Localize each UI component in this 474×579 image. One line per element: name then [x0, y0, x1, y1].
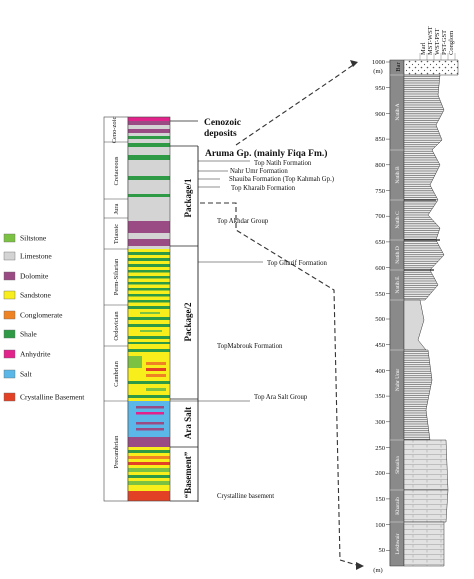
shale-swatch [3, 329, 16, 339]
ara-salt-label: Ara Salt [183, 407, 193, 439]
salt-swatch [3, 369, 16, 379]
header-conglom: Conglom [448, 31, 455, 55]
depth-tick: 100 [375, 522, 385, 529]
legend-item-shale: Shale [3, 329, 37, 339]
legend-item-limestone: Limestone [3, 251, 52, 261]
depth-tick: 550 [375, 291, 385, 298]
depth-tick: 400 [375, 368, 385, 375]
legend-label: Crystalline Basement [20, 393, 85, 402]
depth-axis: 1000 (m) 950 900 850 800 750 700 650 600… [372, 59, 391, 574]
unit-natih-a: Natih A [395, 103, 401, 120]
header-mst-wst: MST-WST [427, 26, 434, 55]
formation-labels: Cenozoic deposits Aruma Gp. (mainly Fiqa … [170, 118, 334, 500]
package-1-label: Package/1 [183, 178, 193, 217]
formation-shauiba: Shauiba Formation (Top Kahmah Gp.) [229, 176, 334, 183]
sandstone-swatch [3, 290, 16, 300]
legend-item-dolomite: Dolomite [3, 271, 49, 281]
unit-lekhwair: Lekhwair [395, 533, 401, 554]
depth-tick: 950 [375, 85, 385, 92]
depth-tick: 850 [375, 136, 385, 143]
unit-nahr-umr: Nahr Umr [395, 369, 401, 392]
basement-label: “Basement” [183, 451, 193, 498]
era-perm-silurian: Perm-Silurian [113, 258, 120, 295]
legend: Siltstone Limestone Dolomite Sandstone C… [3, 233, 85, 402]
era-cretaceous: Cretaceous [113, 156, 120, 185]
dolomite-swatch [3, 271, 16, 281]
connector-arrow-bottom [356, 562, 364, 570]
depth-tick: 650 [375, 239, 385, 246]
formation-top-kharaib: Top Kharaib Formation [231, 185, 296, 192]
legend-label: Anhydrite [20, 350, 51, 359]
unit-natih-c: Natih C [395, 211, 401, 229]
formation-nahr-umr: Nahr Umr Formation [230, 168, 288, 175]
depth-tick: 250 [375, 445, 385, 452]
depth-tick: 600 [375, 265, 385, 272]
legend-item-conglomerate: Conglomerate [3, 310, 63, 320]
depth-tick: 150 [375, 496, 385, 503]
unit-natih-b: Natih B [395, 166, 401, 184]
unit-kharaib: Kharaib [395, 497, 401, 515]
limestone-swatch [3, 251, 16, 261]
crystalline-basement-swatch [3, 392, 16, 402]
aruma-group-label: Aruma Gp. (mainly Fiqa Fm.) [205, 148, 327, 159]
header-wst-pst: WST-PST [434, 28, 441, 55]
depth-tick: 350 [375, 393, 385, 400]
unit-shuaiba: Shuaiba [395, 456, 401, 474]
unit-natih-e: Natih E [395, 276, 401, 294]
header-pst-gst: PST-GST [441, 30, 448, 55]
legend-label: Siltstone [20, 234, 47, 243]
depth-unit-bottom: (m) [373, 567, 382, 574]
depth-tick: 300 [375, 419, 385, 426]
formation-top-mabrouk: TopMabrouk Formation [217, 343, 283, 350]
formation-crystalline-basement: Crystalline basement [217, 493, 274, 500]
lithology-column [127, 116, 171, 502]
package-2-label: Package/2 [183, 302, 193, 341]
era-jura: Jura [113, 203, 120, 214]
legend-item-crystalline-basement: Crystalline Basement [3, 392, 85, 402]
legend-item-sandstone: Sandstone [3, 290, 52, 300]
depth-tick: 50 [379, 547, 386, 554]
legend-label: Sandstone [20, 291, 52, 300]
formation-top-ara-salt: Top Ara Salt Group [254, 394, 308, 401]
legend-item-anhydrite: Anhydrite [3, 349, 51, 359]
depth-tick: 1000 [372, 59, 385, 66]
anhydrite-swatch [3, 349, 16, 359]
log-profile [403, 59, 459, 567]
siltstone-swatch [3, 233, 16, 243]
era-precambrian: Precambrian [113, 435, 120, 469]
era-cambrian: Cambrian [113, 360, 120, 386]
depth-unit-top: (m) [373, 68, 382, 75]
bar-label: Bar [395, 61, 402, 71]
legend-item-salt: Salt [3, 369, 33, 379]
depth-tick: 750 [375, 188, 385, 195]
depth-tick: 200 [375, 470, 385, 477]
depth-tick: 900 [375, 111, 385, 118]
detailed-log: Marl MST-WST WST-PST PST-GST Conglom 100… [372, 26, 459, 574]
legend-label: Conglomerate [20, 311, 63, 320]
header-marl: Marl [420, 42, 427, 55]
legend-label: Salt [20, 370, 33, 379]
formation-top-gharif: Top Gharif Formation [267, 260, 328, 267]
era-column: Ceno-zoic Cretaceous Jura Triassic Perm-… [103, 117, 129, 502]
depth-tick: 700 [375, 213, 385, 220]
era-cenozoic: Ceno-zoic [111, 117, 118, 144]
legend-label: Limestone [20, 252, 52, 261]
era-ordovician: Ordovician [113, 311, 120, 341]
unit-natih-d: Natih D [395, 246, 401, 264]
package-annotations: Package/1 Package/2 Ara Salt “Basement” [170, 120, 199, 502]
connector-arrow-top [350, 60, 358, 67]
legend-item-siltstone: Siltstone [3, 233, 47, 243]
legend-label: Dolomite [20, 272, 49, 281]
depth-tick: 450 [375, 342, 385, 349]
cenozoic-deposits-label: Cenozoic deposits [204, 118, 241, 139]
formation-top-akhdar: Top Akhdar Group [217, 218, 269, 225]
depth-tick: 500 [375, 316, 385, 323]
era-triassic: Triassic [113, 224, 120, 244]
zoom-connectors [200, 62, 361, 567]
conglomerate-swatch [3, 310, 16, 320]
formation-top-natih: Top Natih Formation [254, 160, 312, 167]
depth-tick: 800 [375, 162, 385, 169]
legend-label: Shale [20, 330, 37, 339]
